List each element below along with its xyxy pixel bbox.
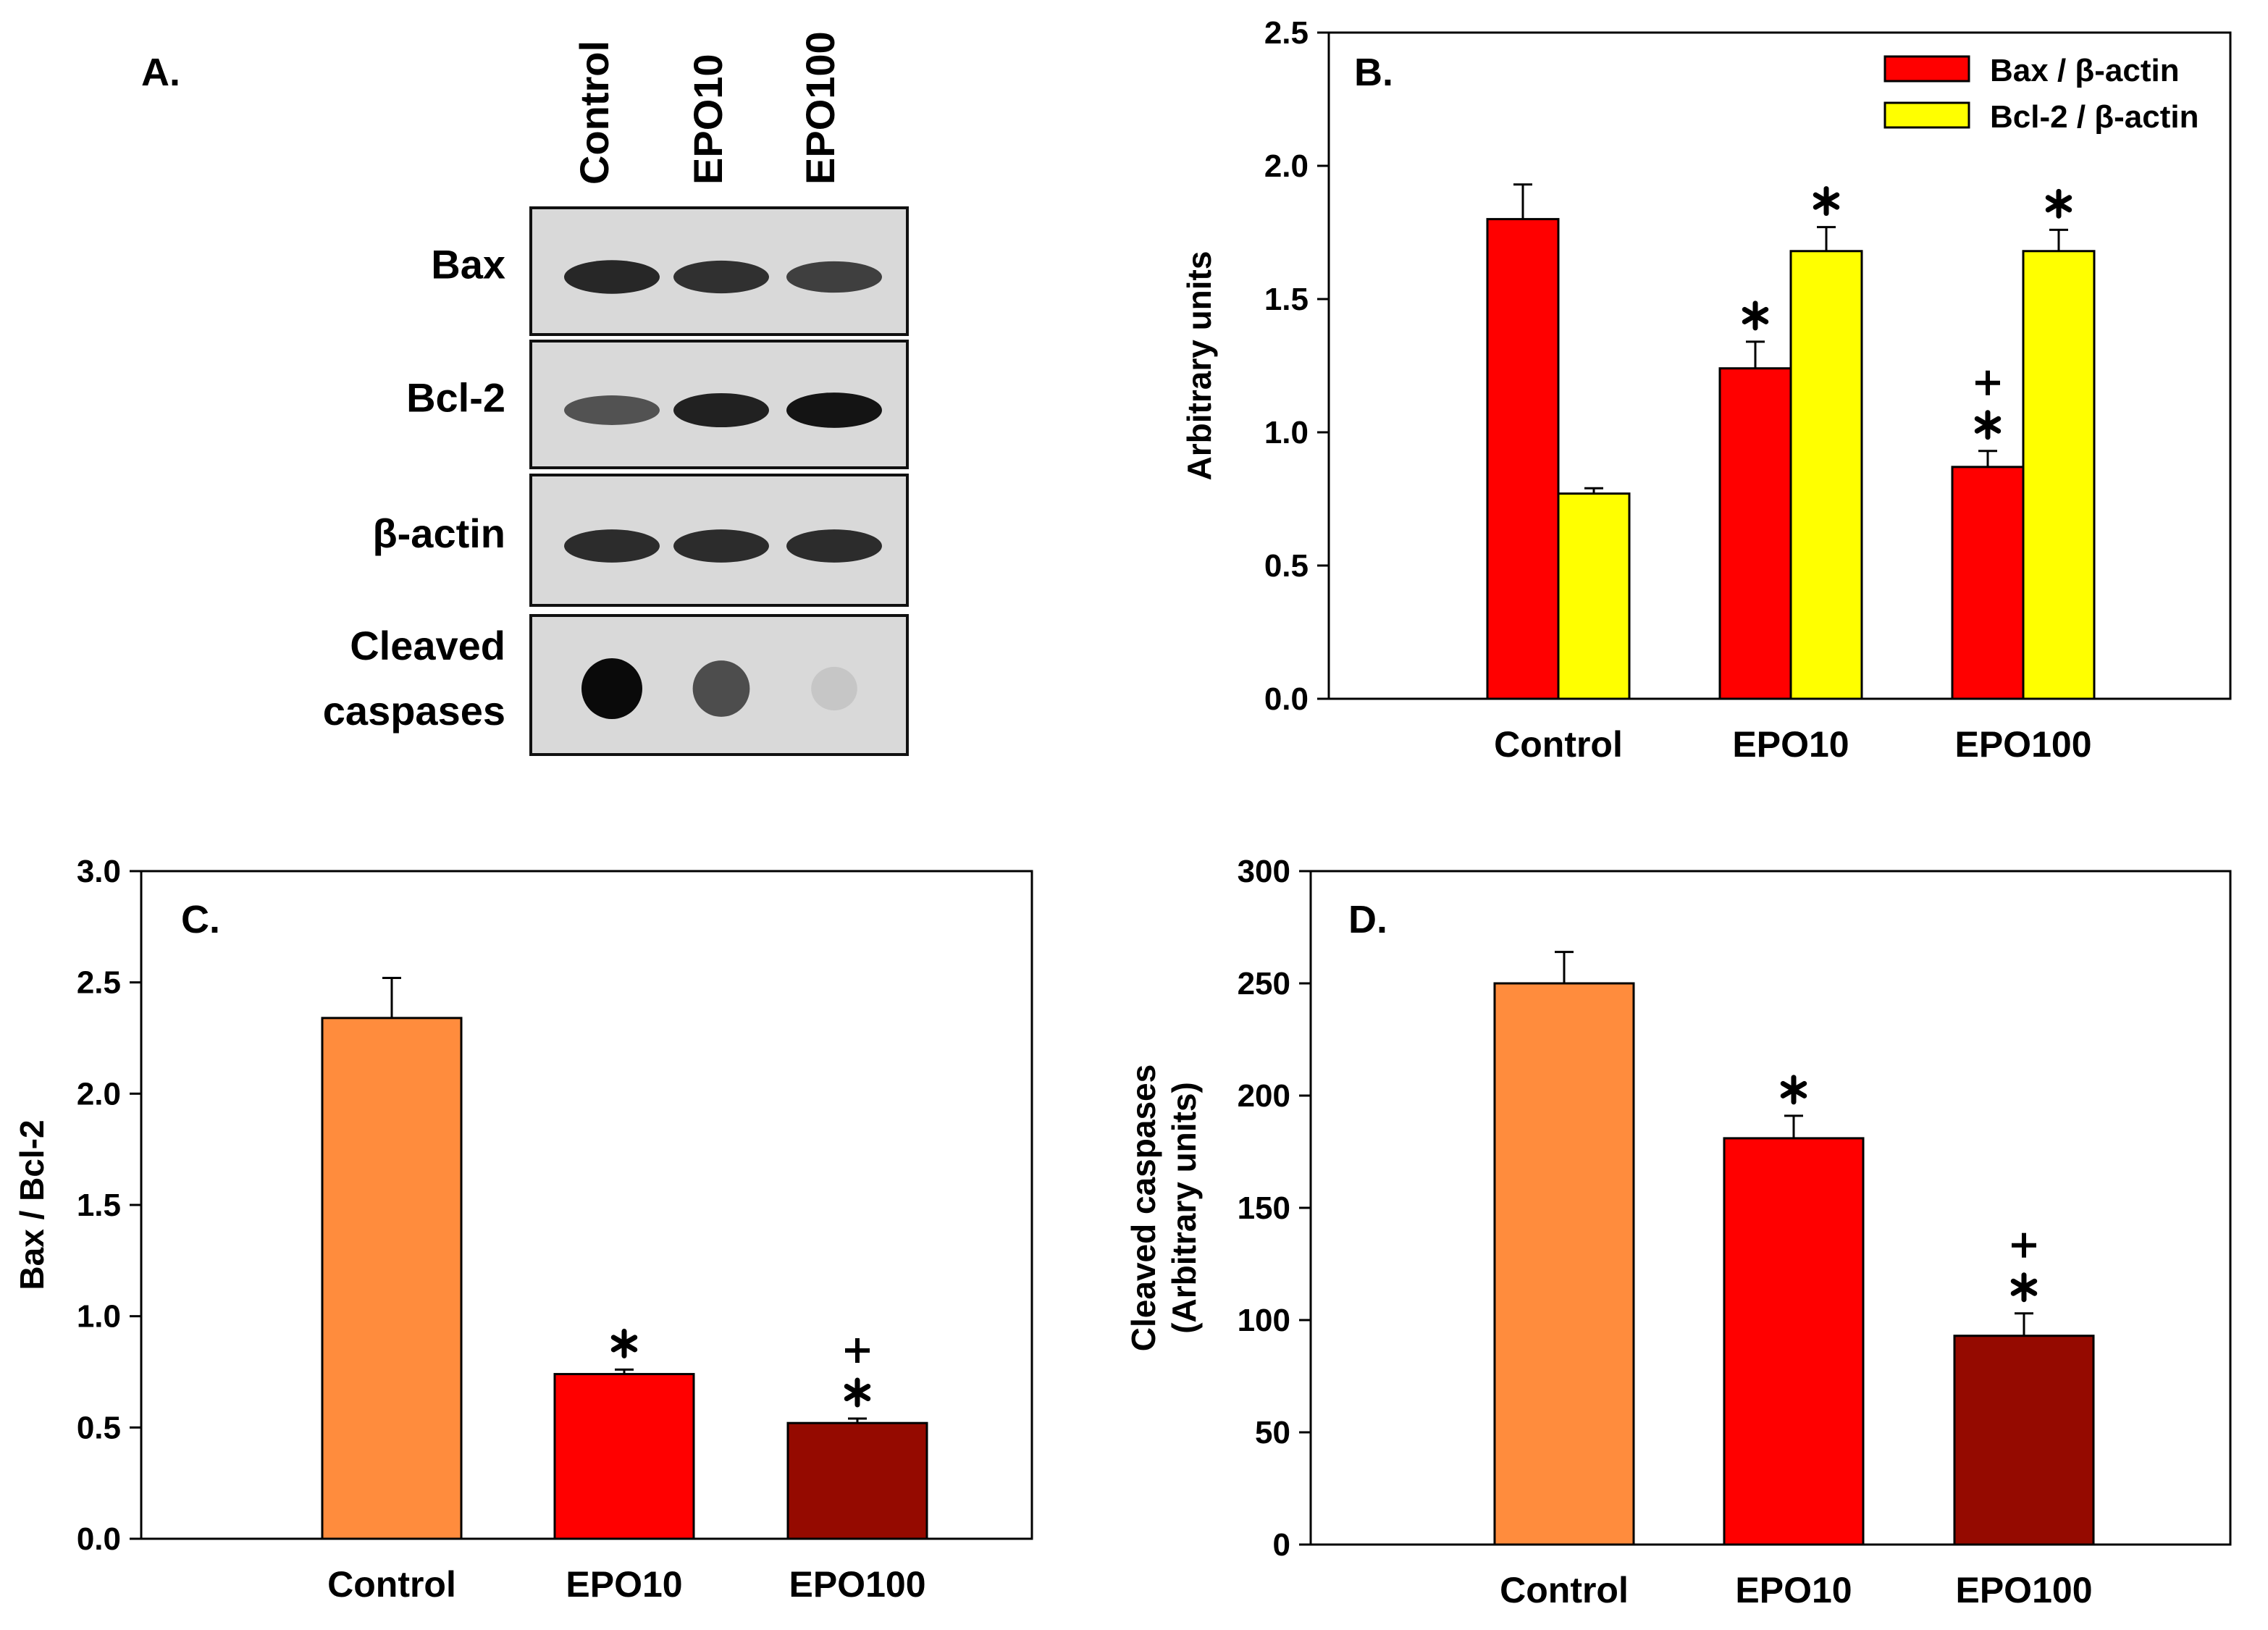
blot-row-label: β-actin: [372, 511, 505, 556]
blot-band: [673, 260, 769, 294]
blot-band: [581, 658, 642, 719]
y-tick-label: 0: [1273, 1527, 1290, 1563]
significance-asterisk: [2010, 1272, 2038, 1303]
y-tick-label: 1.5: [1264, 282, 1309, 317]
panel-d-label: D.: [1348, 898, 1387, 941]
bar: [1557, 492, 1631, 700]
bar: [321, 1017, 463, 1540]
x-tick-label: EPO10: [566, 1564, 682, 1605]
y-axis-label: (Arbitrary units): [1165, 1082, 1203, 1334]
y-tick-label: 2.0: [1264, 148, 1309, 184]
y-tick-label: 0.0: [1264, 681, 1309, 717]
legend-label: Bcl-2 / β-actin: [1990, 99, 2198, 135]
panel-c-label: C.: [181, 898, 220, 941]
significance-plus: [1975, 370, 2000, 395]
blot-band: [692, 660, 750, 717]
blot-band: [811, 666, 857, 711]
y-tick-label: 150: [1238, 1190, 1290, 1226]
legend-label: Bax / β-actin: [1990, 53, 2180, 88]
blot-row: Bcl-2: [406, 340, 909, 469]
bar: [2022, 250, 2096, 700]
blot-lane-label: EPO100: [797, 31, 843, 185]
significance-asterisk: [1742, 301, 1769, 331]
blot-row: Cleaved caspases: [323, 614, 909, 756]
blot-row-label: Bcl-2: [406, 375, 505, 421]
panel-b-label: B.: [1354, 51, 1393, 94]
blot-band: [564, 529, 660, 563]
y-tick-label: 0.0: [77, 1521, 121, 1557]
y-axis-label: Cleaved caspases: [1125, 1064, 1162, 1351]
x-tick-label: EPO100: [1954, 724, 2091, 765]
x-tick-label: Control: [1500, 1570, 1629, 1610]
bar: [553, 1373, 695, 1540]
legend: Bax / β-actin Bcl-2 / β-actin: [1883, 53, 2198, 135]
blot-band: [564, 260, 660, 294]
x-tick-label: EPO10: [1735, 1570, 1852, 1610]
blot-row-label: Bax: [431, 242, 505, 287]
blot-lane-label: EPO10: [685, 54, 731, 185]
bar: [786, 1421, 928, 1540]
y-tick-label: 100: [1238, 1303, 1290, 1338]
y-axis-label: Arbitrary units: [1180, 251, 1218, 481]
y-tick-label: 0.5: [77, 1410, 121, 1445]
y-tick-label: 1.5: [77, 1188, 121, 1223]
panel-b-chart: B. 0.0 0.5 1.0 1.5 2.0 2.5 Arbitrary units Cont…: [1180, 15, 2232, 765]
legend-swatch: [1883, 101, 1970, 129]
y-tick-label: 2.0: [77, 1076, 121, 1112]
panel-c-chart: C. 0.0 0.5 1.0 1.5 2.0 2.5 3.0 Bax / Bcl-2 Contr…: [13, 854, 1033, 1605]
blot-band: [786, 529, 882, 563]
significance-asterisk: [610, 1328, 638, 1358]
panel-d-chart: D. 0 50 100 150 200 250 300 Cleaved caspases (Ar…: [1125, 854, 2232, 1610]
blot-band: [786, 261, 882, 293]
panel-a-western-blot: A. Control EPO10 EPO100 Bax Bcl-2 β-actin Cle…: [141, 31, 909, 756]
significance-asterisk: [1813, 186, 1840, 217]
significance-plus: [2012, 1232, 2036, 1258]
y-tick-label: 2.5: [1264, 15, 1309, 51]
blot-lane-label: Control: [571, 41, 617, 185]
blot-row-label: caspases: [323, 688, 505, 734]
legend-swatch: [1883, 55, 1970, 83]
x-tick-label: EPO10: [1732, 724, 1849, 765]
bar: [1493, 982, 1635, 1546]
significance-plus: [845, 1338, 870, 1364]
y-tick-label: 200: [1238, 1078, 1290, 1114]
bar: [1486, 218, 1560, 700]
x-tick-label: EPO100: [1955, 1570, 2092, 1610]
blot-rows: Bax Bcl-2 β-actin Cleaved caspases: [323, 206, 909, 756]
blot-band: [786, 392, 882, 428]
chart-plot: 0 50 100 150 200 250 300 Cleaved caspases (Arbit…: [1125, 854, 2232, 1610]
blot-band: [673, 392, 769, 428]
blot-band: [564, 395, 660, 425]
y-tick-label: 3.0: [77, 854, 121, 889]
blot-lane-labels: Control EPO10 EPO100: [571, 31, 843, 185]
y-tick-label: 1.0: [1264, 415, 1309, 450]
bar: [1723, 1137, 1865, 1546]
panel-a-label: A.: [141, 51, 180, 94]
x-tick-label: EPO100: [789, 1564, 925, 1605]
y-axis-label: Bax / Bcl-2: [13, 1119, 51, 1290]
y-tick-label: 250: [1238, 966, 1290, 1001]
x-tick-label: Control: [1494, 724, 1623, 765]
blot-row-label: Cleaved: [350, 623, 505, 668]
x-tick-label: Control: [327, 1564, 456, 1605]
significance-asterisk: [1780, 1075, 1807, 1105]
bar: [1718, 367, 1792, 700]
significance-asterisk: [844, 1377, 871, 1408]
bar: [1951, 466, 2025, 700]
y-tick-label: 0.5: [1264, 548, 1309, 584]
y-tick-label: 1.0: [77, 1299, 121, 1335]
bar: [1789, 250, 1863, 700]
y-tick-label: 300: [1238, 854, 1290, 889]
blot-band: [673, 529, 769, 563]
y-tick-label: 2.5: [77, 965, 121, 1001]
bar: [1953, 1335, 2095, 1546]
blot-row: β-actin: [372, 474, 909, 607]
blot-row: Bax: [431, 206, 909, 336]
y-tick-label: 50: [1255, 1415, 1290, 1450]
significance-asterisk: [2045, 188, 2072, 219]
chart-plot: 0.0 0.5 1.0 1.5 2.0 2.5 Arbitrary units Control…: [1180, 15, 2232, 765]
chart-plot: 0.0 0.5 1.0 1.5 2.0 2.5 3.0 Bax / Bcl-2 Control E…: [13, 854, 1033, 1605]
significance-asterisk: [1974, 410, 2002, 440]
